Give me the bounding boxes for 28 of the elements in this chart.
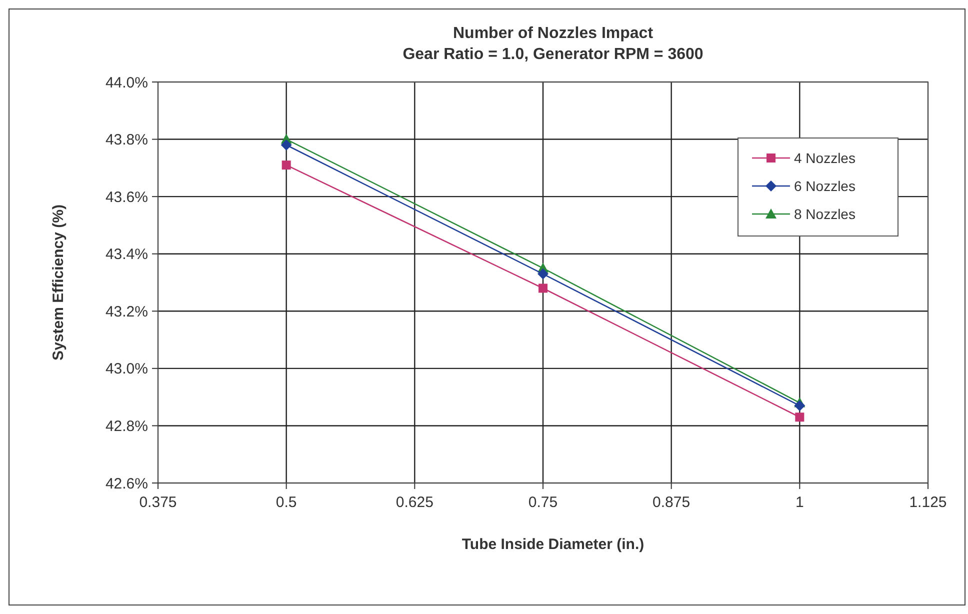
- legend-label: 4 Nozzles: [794, 150, 856, 166]
- x-tick-label: 0.625: [396, 494, 434, 511]
- y-tick-label: 43.4%: [105, 246, 148, 264]
- y-tick-label: 43.2%: [105, 303, 148, 320]
- point: [280, 140, 292, 151]
- point: [794, 400, 806, 412]
- x-tick-label: 0.875: [652, 494, 690, 511]
- point: [282, 160, 291, 170]
- x-tick-label: 0.5: [276, 494, 297, 511]
- chart-title: Number of Nozzles Impact: [452, 25, 654, 42]
- point: [538, 268, 548, 280]
- x-axis-title: Tube Inside Diameter (in.): [462, 536, 644, 553]
- chart-subtitle: Gear Ratio = 1.0, Generator RPM = 3600: [402, 46, 704, 63]
- y-tick-label: 43.8%: [105, 132, 148, 149]
- y-axis-title: System Efficiency (%): [50, 204, 67, 360]
- point: [538, 284, 548, 293]
- x-tick-label: 0.375: [139, 494, 177, 511]
- point: [795, 412, 804, 422]
- x-tick-label: 1.125: [909, 494, 947, 511]
- y-tick-label: 43.6%: [105, 188, 148, 206]
- y-tick-label: 42.6%: [105, 475, 148, 492]
- y-tick-label: 43.0%: [105, 360, 148, 378]
- x-tick-label: 1: [795, 494, 804, 511]
- legend-label: 6 Nozzles: [794, 178, 856, 194]
- y-tick-label: 42.8%: [105, 418, 148, 435]
- legend-label: 8 Nozzles: [794, 206, 856, 222]
- y-tick-label: 44.0%: [105, 74, 148, 92]
- x-tick-label: 0.75: [528, 494, 558, 511]
